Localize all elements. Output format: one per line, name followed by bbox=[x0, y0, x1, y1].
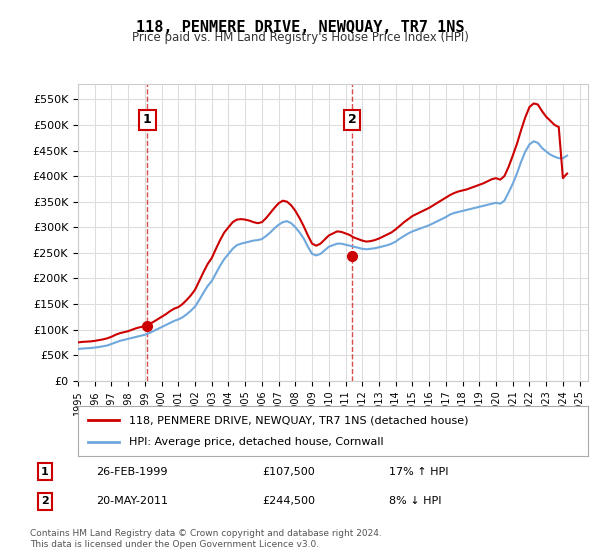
Text: 17% ↑ HPI: 17% ↑ HPI bbox=[389, 466, 448, 477]
Text: 2: 2 bbox=[347, 113, 356, 127]
Text: 20-MAY-2011: 20-MAY-2011 bbox=[96, 496, 168, 506]
Text: 1: 1 bbox=[41, 466, 49, 477]
Text: Contains HM Land Registry data © Crown copyright and database right 2024.
This d: Contains HM Land Registry data © Crown c… bbox=[30, 529, 382, 549]
Text: 118, PENMERE DRIVE, NEWQUAY, TR7 1NS (detached house): 118, PENMERE DRIVE, NEWQUAY, TR7 1NS (de… bbox=[129, 415, 469, 425]
Text: 118, PENMERE DRIVE, NEWQUAY, TR7 1NS: 118, PENMERE DRIVE, NEWQUAY, TR7 1NS bbox=[136, 20, 464, 35]
Text: 2: 2 bbox=[41, 496, 49, 506]
Text: £244,500: £244,500 bbox=[262, 496, 315, 506]
Text: 8% ↓ HPI: 8% ↓ HPI bbox=[389, 496, 442, 506]
Text: 26-FEB-1999: 26-FEB-1999 bbox=[96, 466, 168, 477]
Text: £107,500: £107,500 bbox=[262, 466, 314, 477]
Text: HPI: Average price, detached house, Cornwall: HPI: Average price, detached house, Corn… bbox=[129, 437, 383, 447]
Text: 1: 1 bbox=[143, 113, 152, 127]
Text: Price paid vs. HM Land Registry's House Price Index (HPI): Price paid vs. HM Land Registry's House … bbox=[131, 31, 469, 44]
